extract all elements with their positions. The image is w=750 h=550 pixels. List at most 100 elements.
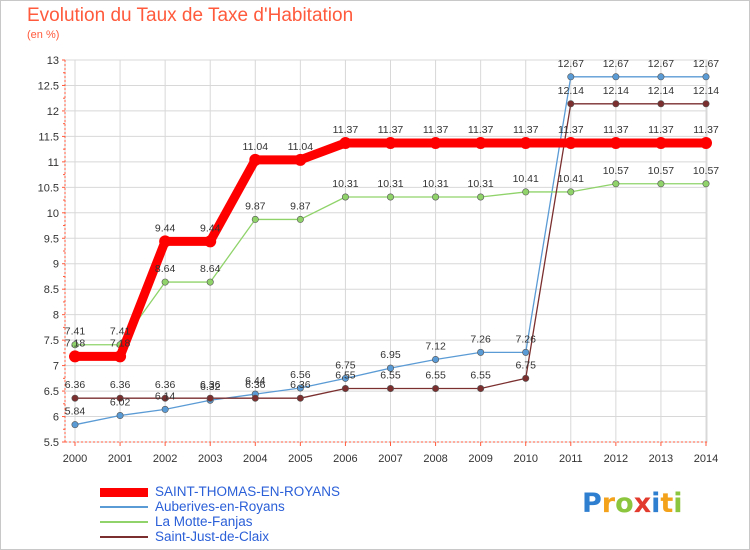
data-point bbox=[296, 215, 304, 223]
data-point bbox=[522, 374, 530, 382]
data-point bbox=[341, 385, 349, 393]
data-label: 8.64 bbox=[200, 263, 221, 275]
data-label: 12.14 bbox=[603, 85, 629, 97]
data-point bbox=[386, 193, 394, 201]
data-point bbox=[657, 73, 665, 81]
data-point bbox=[700, 137, 712, 150]
data-point bbox=[69, 350, 81, 363]
data-point bbox=[609, 137, 622, 150]
x-tick-label: 2000 bbox=[63, 453, 87, 465]
data-point bbox=[657, 180, 665, 188]
data-label: 7.18 bbox=[110, 337, 131, 349]
data-point bbox=[522, 188, 530, 196]
y-tick-label: 5.5 bbox=[44, 437, 59, 449]
legend-item: La Motte-Fanjas bbox=[100, 514, 400, 530]
data-label: 12.14 bbox=[648, 85, 674, 97]
data-label: 9.87 bbox=[290, 200, 311, 212]
x-tick-label: 2001 bbox=[108, 453, 132, 465]
y-tick-label: 10.5 bbox=[38, 182, 59, 194]
data-point bbox=[161, 394, 169, 402]
x-tick-label: 2007 bbox=[378, 453, 402, 465]
data-point bbox=[206, 278, 214, 286]
data-label: 12.67 bbox=[603, 58, 629, 70]
data-label: 6.44 bbox=[245, 375, 266, 387]
y-tick-label: 11.5 bbox=[38, 131, 59, 143]
data-label: 11.04 bbox=[243, 141, 269, 153]
data-point bbox=[296, 384, 304, 392]
y-tick-label: 6.5 bbox=[44, 386, 59, 398]
y-tick-label: 8.5 bbox=[44, 284, 59, 296]
data-point bbox=[432, 355, 440, 363]
data-labels: 7.18 7.18 9.44 9.44 11.04 11.04 11.37 11.37 11.3… bbox=[65, 58, 720, 418]
data-point bbox=[161, 405, 169, 413]
legend-item: Saint-Just-de-Claix bbox=[100, 529, 400, 545]
data-point bbox=[251, 215, 259, 223]
brand-letter: o bbox=[615, 488, 634, 519]
data-point bbox=[477, 385, 485, 393]
x-tick-label: 2005 bbox=[288, 453, 312, 465]
y-tick-label: 8 bbox=[53, 310, 59, 322]
data-point bbox=[564, 137, 577, 150]
legend-item: SAINT-THOMAS-EN-ROYANS bbox=[100, 484, 400, 500]
x-tick-label: 2013 bbox=[649, 453, 673, 465]
data-point bbox=[116, 394, 124, 402]
y-tick-label: 9 bbox=[53, 259, 59, 271]
legend-label: SAINT-THOMAS-EN-ROYANS bbox=[155, 484, 341, 499]
data-point bbox=[567, 188, 575, 196]
data-label: 9.87 bbox=[245, 200, 266, 212]
data-point bbox=[71, 341, 79, 349]
data-label: 6.75 bbox=[515, 359, 536, 371]
data-point bbox=[654, 137, 667, 150]
data-label: 12.67 bbox=[558, 58, 584, 70]
data-point bbox=[71, 394, 79, 402]
data-point bbox=[702, 180, 710, 188]
data-point bbox=[159, 235, 172, 248]
x-tick-label: 2004 bbox=[243, 453, 267, 465]
data-label: 6.36 bbox=[290, 379, 311, 391]
legend-label: Auberives-en-Royans bbox=[155, 499, 285, 514]
data-label: 6.75 bbox=[335, 359, 356, 371]
data-label: 7.26 bbox=[470, 333, 491, 345]
data-point bbox=[294, 153, 307, 166]
grid bbox=[64, 59, 708, 443]
data-label: 6.32 bbox=[200, 381, 221, 393]
data-label: 10.31 bbox=[377, 178, 403, 190]
data-label: 7.18 bbox=[65, 337, 86, 349]
data-label: 10.31 bbox=[422, 178, 448, 190]
data-label: 6.14 bbox=[155, 390, 176, 402]
data-label: 9.44 bbox=[155, 222, 176, 234]
legend-label: La Motte-Fanjas bbox=[155, 514, 253, 529]
data-point bbox=[386, 364, 394, 372]
x-tick-label: 2009 bbox=[468, 453, 492, 465]
legend-label: Saint-Just-de-Claix bbox=[155, 529, 270, 544]
legend-swatch bbox=[100, 536, 148, 538]
y-tick-label: 7 bbox=[53, 361, 59, 373]
data-label: 6.36 bbox=[65, 379, 86, 391]
data-label: 10.41 bbox=[513, 173, 539, 185]
data-point bbox=[341, 193, 349, 201]
series-group bbox=[69, 73, 712, 429]
data-label: 11.37 bbox=[378, 124, 404, 136]
x-tick-label: 2008 bbox=[423, 453, 447, 465]
data-label: 10.31 bbox=[468, 178, 494, 190]
x-tick-label: 2014 bbox=[694, 453, 718, 465]
data-point bbox=[702, 73, 710, 81]
y-tick-label: 12.5 bbox=[38, 80, 59, 92]
data-point bbox=[339, 137, 352, 150]
data-point bbox=[116, 412, 124, 420]
y-tick-label: 11 bbox=[48, 157, 59, 169]
data-label: 6.36 bbox=[155, 379, 176, 391]
data-label: 6.56 bbox=[290, 369, 311, 381]
data-label: 6.55 bbox=[335, 370, 356, 382]
legend-swatch bbox=[100, 506, 148, 508]
data-label: 9.44 bbox=[200, 222, 221, 234]
data-label: 12.14 bbox=[693, 85, 719, 97]
brand-letter: t bbox=[660, 488, 674, 519]
data-point bbox=[432, 193, 440, 201]
data-label: 10.57 bbox=[648, 165, 674, 177]
data-label: 6.95 bbox=[380, 349, 401, 361]
brand-logo: Proxiti bbox=[582, 488, 683, 519]
data-point bbox=[386, 385, 394, 393]
